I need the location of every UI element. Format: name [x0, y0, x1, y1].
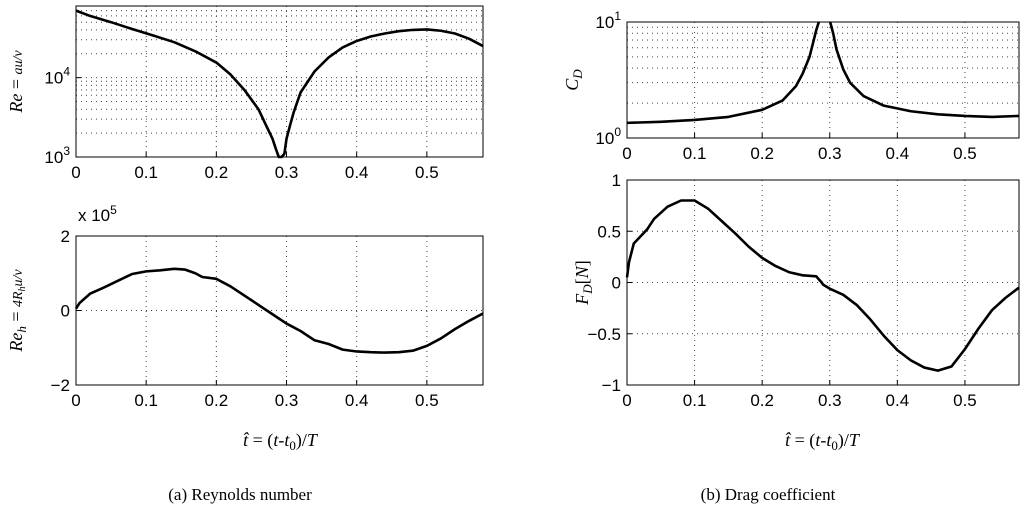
re-xtick-label: 0.2 — [205, 163, 229, 182]
svg-text:t̂ = (t-t0)/T: t̂ = (t-t0)/T — [243, 430, 319, 453]
fd-xlabel: t̂ = (t-t0)/T — [785, 430, 861, 453]
re-xtick-label: 0 — [71, 163, 80, 182]
fd-series-line — [625, 199, 1020, 372]
fd-ytick-label: −0.5 — [587, 325, 621, 344]
cd-xtick-label: 0.5 — [953, 144, 977, 163]
reh-xtick-label: 0.4 — [345, 391, 369, 410]
re-xtick-label: 0.3 — [275, 163, 299, 182]
caption-left: (a) Reynolds number — [168, 485, 312, 504]
cd-series-line — [626, 21, 1020, 125]
reh-ytick-label: 0 — [61, 302, 70, 321]
cd-xtick-label: 0.2 — [750, 144, 774, 163]
fd-ytick-label: 1 — [612, 171, 621, 190]
cd-ylabel: CD — [562, 69, 585, 91]
re-ytick-label: 104 — [44, 65, 70, 88]
cd-xtick-label: 0.3 — [818, 144, 842, 163]
fd-xtick-label: 0.1 — [683, 391, 707, 410]
reh-chart: 0 0.1 0.2 0.3 0.4 0.5−202 x 105 Reh = 4Rhu/ν … — [6, 203, 484, 453]
re-ylabel-fraction: au/ν — [11, 50, 26, 75]
svg-text:FD[N]: FD[N] — [572, 260, 595, 305]
re-xtick-label: 0.1 — [134, 163, 158, 182]
cd-xtick-label: 0.4 — [886, 144, 910, 163]
svg-text:Reh = 4Rhu/ν: Reh = 4Rhu/ν — [6, 269, 29, 353]
fd-xtick-label: 0.5 — [953, 391, 977, 410]
re-xtick-label: 0.4 — [345, 163, 369, 182]
re-chart: 0 0.1 0.2 0.3 0.4 0.5 103 104 Re = au/ν — [6, 5, 484, 182]
fd-ytick-label: −1 — [602, 376, 621, 395]
re-ylabel: Re = au/ν — [6, 50, 26, 114]
caption-right: (b) Drag coefficient — [701, 485, 836, 504]
reh-xtick-label: 0.2 — [205, 391, 229, 410]
fd-chart: 0 0.1 0.2 0.3 0.4 0.5 −1 −0.5 0 0.5 1 FD[N] t̂ = (… — [572, 171, 1020, 453]
reh-ytick-label: 2 — [61, 227, 70, 246]
reh-xlabel: t̂ = (t-t0)/T — [243, 430, 319, 453]
reh-multiplier: x 105 — [78, 203, 117, 225]
reh-ytick-label: −2 — [51, 376, 70, 395]
re-series-line — [75, 9, 484, 159]
fd-ytick-label: 0.5 — [597, 222, 621, 241]
fd-ytick-label: 0 — [612, 274, 621, 293]
reh-xtick-label: 0 — [71, 391, 80, 410]
fd-xtick-label: 0 — [622, 391, 631, 410]
reh-xtick-label: 0.1 — [134, 391, 158, 410]
reh-xtick-label: 0.3 — [275, 391, 299, 410]
cd-ytick-label: 101 — [595, 9, 621, 32]
svg-text:CD: CD — [562, 69, 585, 91]
reh-xtick-label: 0.5 — [415, 391, 439, 410]
re-xtick-label: 0.5 — [415, 163, 439, 182]
cd-plot-frame — [626, 21, 1020, 139]
fd-xtick-label: 0.2 — [750, 391, 774, 410]
cd-ytick-label: 100 — [595, 125, 621, 148]
svg-text:t̂ = (t-t0)/T: t̂ = (t-t0)/T — [785, 430, 861, 453]
cd-xtick-label: 0.1 — [683, 144, 707, 163]
reh-series-line — [74, 267, 484, 354]
reh-ylabel: Reh = 4Rhu/ν — [6, 269, 29, 353]
fd-xtick-label: 0.4 — [886, 391, 910, 410]
cd-xtick-label: 0 — [622, 144, 631, 163]
re-ytick-label: 103 — [44, 144, 70, 167]
cd-chart: 0 0.1 0.2 0.3 0.4 0.5 100 101 CD — [562, 9, 1020, 163]
re-plot-frame — [75, 5, 484, 158]
fd-ylabel: FD[N] — [572, 260, 595, 305]
fd-xtick-label: 0.3 — [818, 391, 842, 410]
svg-text:Re = au/ν: Re = au/ν — [6, 50, 26, 114]
